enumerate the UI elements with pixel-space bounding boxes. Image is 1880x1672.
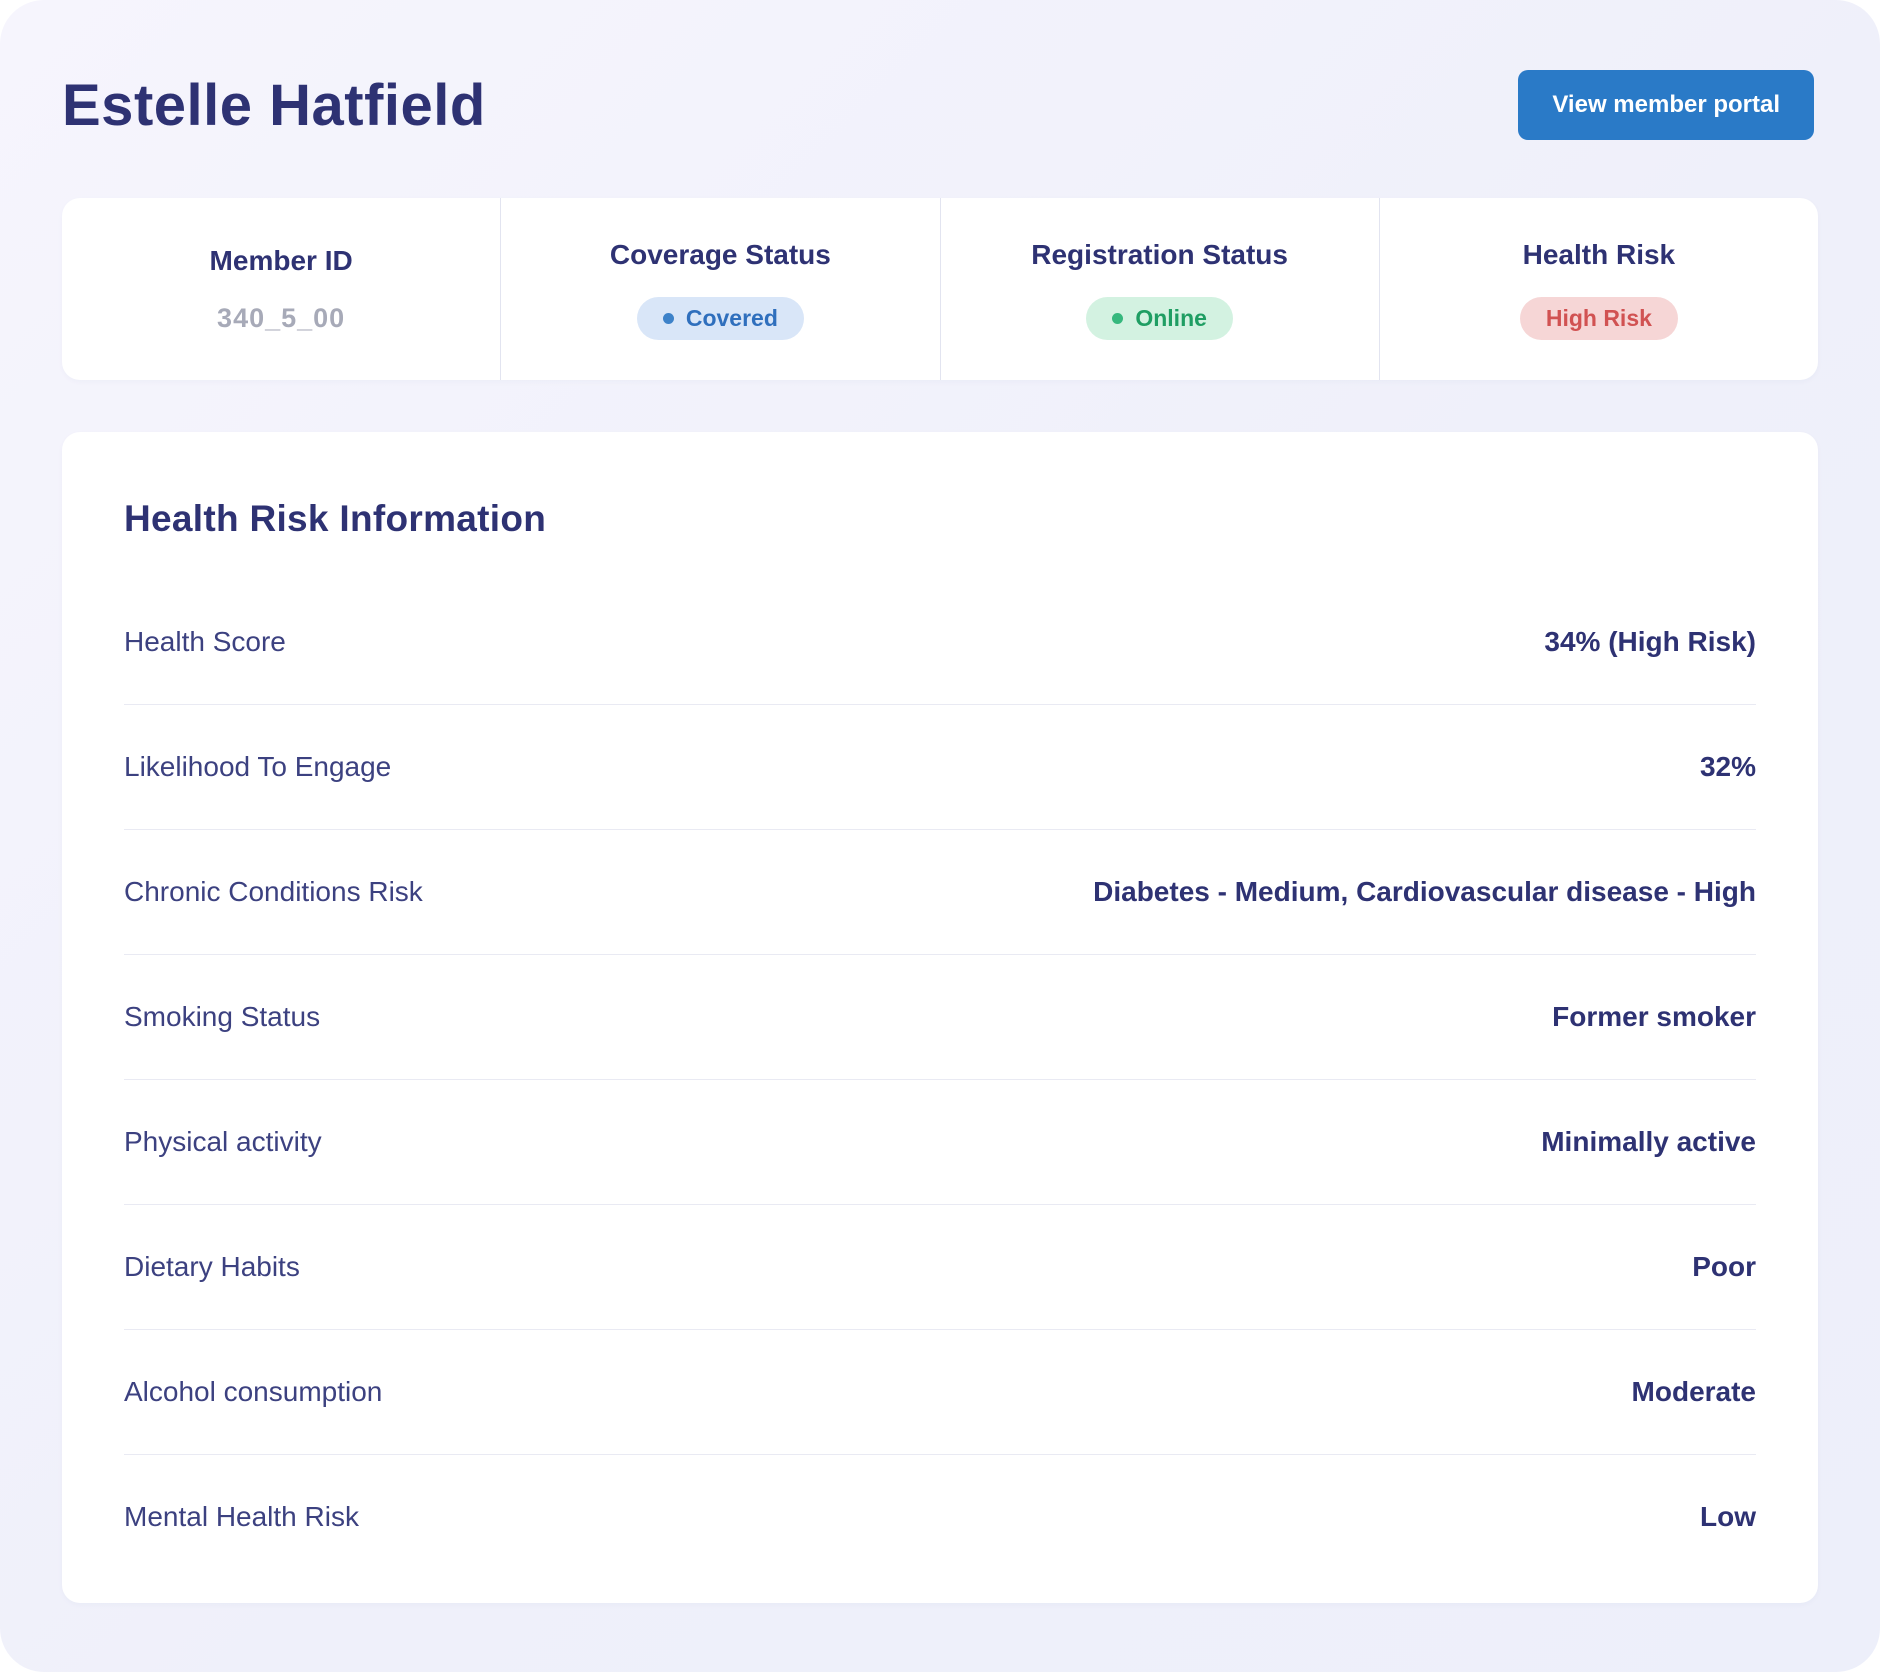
row-label: Health Score [124, 626, 286, 657]
view-member-portal-button[interactable]: View member portal [1518, 70, 1814, 140]
row-value: 32% [1699, 751, 1756, 782]
health-risk-label: Health Risk [1522, 238, 1676, 270]
stat-member-id: Member ID 340_5_00 [62, 198, 502, 380]
row-value: Former smoker [1552, 1001, 1756, 1032]
stat-health-risk: Health Risk High Risk [1380, 198, 1818, 380]
registration-status-label: Registration Status [1031, 238, 1288, 270]
page-title: Estelle Hatfield [62, 72, 486, 138]
member-id-label: Member ID [209, 244, 353, 276]
row-value: 34% (High Risk) [1544, 626, 1756, 657]
row-label: Mental Health Risk [124, 1501, 359, 1532]
registration-status-badge: Online [1086, 296, 1233, 340]
row-value: Diabetes - Medium, Cardiovascular diseas… [1093, 876, 1756, 907]
row-label: Physical activity [124, 1126, 322, 1157]
page-header: Estelle Hatfield View member portal [62, 70, 1818, 140]
coverage-status-label: Coverage Status [609, 238, 831, 270]
member-summary-card: Member ID 340_5_00 Coverage Status Cover… [62, 198, 1818, 380]
row-label: Likelihood To Engage [124, 751, 392, 782]
info-row-mental-health-risk: Mental Health Risk Low [124, 1455, 1756, 1579]
health-risk-badge: High Risk [1519, 296, 1678, 340]
registration-status-badge-text: Online [1135, 304, 1207, 331]
info-row-health-score: Health Score 34% (High Risk) [124, 580, 1756, 705]
stat-registration-status: Registration Status Online [941, 198, 1380, 380]
info-row-likelihood-to-engage: Likelihood To Engage 32% [124, 705, 1756, 830]
info-row-alcohol-consumption: Alcohol consumption Moderate [124, 1330, 1756, 1455]
health-risk-information-title: Health Risk Information [124, 498, 547, 539]
info-row-chronic-conditions-risk: Chronic Conditions Risk Diabetes - Mediu… [124, 830, 1756, 955]
row-value: Moderate [1631, 1376, 1756, 1407]
info-row-smoking-status: Smoking Status Former smoker [124, 955, 1756, 1080]
row-value: Poor [1692, 1251, 1756, 1282]
row-value: Minimally active [1541, 1126, 1756, 1157]
row-label: Dietary Habits [124, 1251, 300, 1282]
info-row-physical-activity: Physical activity Minimally active [124, 1080, 1756, 1205]
coverage-status-badge: Covered [636, 296, 804, 340]
info-row-dietary-habits: Dietary Habits Poor [124, 1205, 1756, 1330]
status-dot-icon [662, 312, 674, 324]
coverage-status-badge-text: Covered [685, 304, 778, 331]
row-value: Low [1700, 1501, 1756, 1532]
row-label: Smoking Status [124, 1001, 321, 1032]
status-dot-icon [1112, 312, 1124, 324]
row-label: Chronic Conditions Risk [124, 876, 423, 907]
member-id-value: 340_5_00 [217, 302, 346, 333]
stat-coverage-status: Coverage Status Covered [501, 198, 941, 380]
health-risk-information-card: Health Risk Information Health Score 34%… [62, 432, 1818, 1603]
health-risk-badge-text: High Risk [1545, 304, 1652, 331]
row-label: Alcohol consumption [124, 1376, 383, 1407]
